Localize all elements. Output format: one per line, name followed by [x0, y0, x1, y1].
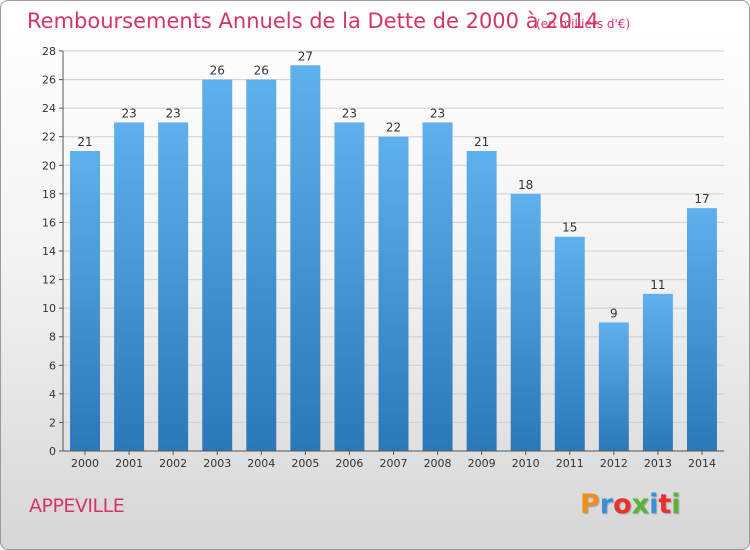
y-tick-label: 6 [49, 359, 56, 372]
data-label-2014: 17 [694, 192, 709, 206]
bar-2012 [598, 322, 629, 451]
y-tick-label: 24 [42, 102, 56, 115]
bar-2013 [642, 293, 673, 451]
bar-2000 [70, 151, 101, 451]
data-label-2012: 9 [610, 306, 618, 320]
data-label-2002: 23 [166, 106, 181, 120]
x-tick-label-2010: 2010 [512, 457, 540, 470]
x-tick-label-2008: 2008 [424, 457, 452, 470]
data-label-2005: 27 [298, 49, 313, 63]
y-tick-label: 18 [42, 188, 56, 201]
y-tick-label: 14 [42, 245, 56, 258]
logo-letter: r [599, 489, 614, 520]
x-tick-label-2000: 2000 [71, 457, 99, 470]
data-labels: 21 23 23 26 26 27 23 22 23 21 18 15 9 11 17 [77, 49, 709, 320]
data-label-2010: 18 [518, 178, 533, 192]
x-tick-label-2013: 2013 [644, 457, 672, 470]
bar-2010 [510, 193, 541, 451]
data-label-2011: 15 [562, 221, 577, 235]
y-tick-label: 26 [42, 74, 56, 87]
data-label-2007: 22 [386, 121, 401, 135]
x-tick-label-2006: 2006 [335, 457, 363, 470]
y-tick-label: 8 [49, 331, 56, 344]
x-tick-label-2009: 2009 [468, 457, 496, 470]
y-tick-label: 2 [49, 416, 56, 429]
y-tick-label: 28 [42, 45, 56, 58]
x-tick-label-2001: 2001 [115, 457, 143, 470]
bar-2002 [158, 122, 189, 451]
x-tick-label-2004: 2004 [247, 457, 275, 470]
x-tick-label-2012: 2012 [600, 457, 628, 470]
bar-2009 [466, 151, 497, 451]
data-label-2009: 21 [474, 135, 489, 149]
y-tick-label: 0 [49, 445, 56, 458]
y-tick-label: 10 [42, 302, 56, 315]
logo-letter: o [613, 489, 632, 520]
y-tick-label: 20 [42, 159, 56, 172]
logo-letter: x [631, 489, 650, 520]
x-tick-label-2011: 2011 [556, 457, 584, 470]
bar-2003 [202, 79, 233, 452]
x-tick-label-2005: 2005 [291, 457, 319, 470]
bar-2005 [290, 65, 321, 452]
logo-letter: i [671, 489, 681, 520]
x-tick-label-2014: 2014 [688, 457, 716, 470]
data-label-2013: 11 [650, 278, 665, 292]
data-label-2001: 23 [121, 106, 136, 120]
x-tick-label-2002: 2002 [159, 457, 187, 470]
data-label-2000: 21 [77, 135, 92, 149]
bar-2007 [378, 136, 409, 451]
logo-letter: i [649, 489, 659, 520]
bar-2001 [114, 122, 145, 451]
x-tick-label-2007: 2007 [380, 457, 408, 470]
y-tick-label: 22 [42, 131, 56, 144]
bar-2006 [334, 122, 365, 451]
data-label-2006: 23 [342, 106, 357, 120]
data-label-2004: 26 [254, 64, 269, 78]
bar-2014 [686, 208, 717, 451]
y-tick-label: 16 [42, 216, 56, 229]
bar-2008 [422, 122, 453, 451]
y-tick-label: 12 [42, 274, 56, 287]
proxiti-logo: Proxiti [580, 489, 681, 520]
logo-letter: t [658, 489, 672, 520]
data-label-2003: 26 [210, 64, 225, 78]
logo-letter: P [580, 489, 600, 520]
y-tick-label: 4 [49, 388, 56, 401]
chart-title: Remboursements Annuels de la Dette de 20… [27, 9, 599, 33]
chart-subtitle: (en milliers d'€) [536, 17, 630, 31]
bar-2004 [246, 79, 277, 452]
bars [70, 65, 717, 452]
bar-2011 [554, 236, 585, 451]
data-label-2008: 23 [430, 106, 445, 120]
place-name: APPEVILLE [29, 495, 125, 517]
x-tick-label-2003: 2003 [203, 457, 231, 470]
